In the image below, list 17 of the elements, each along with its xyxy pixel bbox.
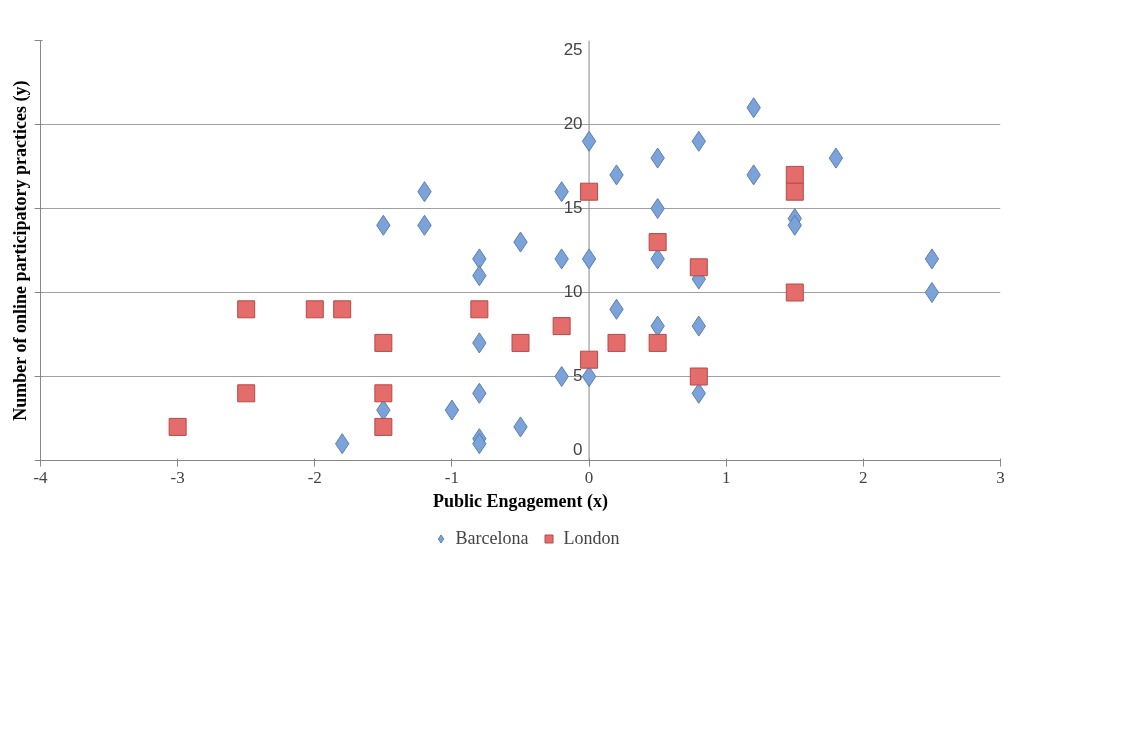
x-tick-label: -3: [170, 467, 185, 487]
x-tick-label: 1: [721, 467, 731, 487]
x-tick-label: -2: [307, 467, 322, 487]
x-tick-label: -1: [444, 467, 460, 487]
legend-label: London: [563, 527, 620, 549]
x-tick-label: 2: [859, 467, 868, 487]
y-tick-label: 10: [563, 282, 583, 302]
y-axis-title: Number of online participatory practices (y): [9, 80, 31, 421]
x-tick-label: 3: [996, 467, 1005, 487]
y-tick-label: 5: [573, 366, 583, 386]
x-tick-label: -4: [33, 467, 49, 487]
y-tick-label: 20: [563, 114, 583, 134]
x-axis-title: Public Engagement (x): [433, 490, 608, 512]
y-tick-label: 25: [563, 40, 583, 60]
legend-label: Barcelona: [455, 527, 529, 549]
y-tick-label: 15: [563, 198, 583, 218]
y-tick-label: 0: [573, 440, 583, 460]
